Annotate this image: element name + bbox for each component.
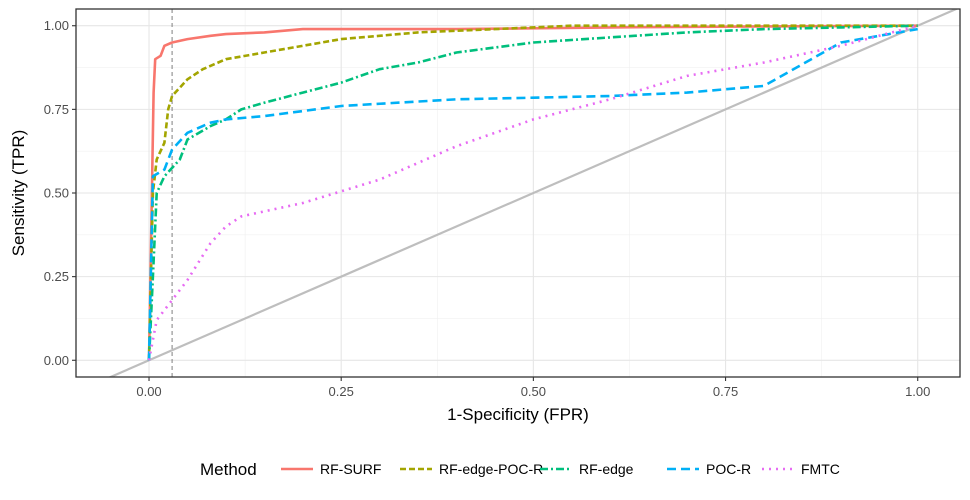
x-tick-label: 0.25	[329, 384, 354, 399]
series-line-fmtc	[147, 24, 919, 361]
axis-ticks: 0.00 0.25 0.50 0.75 1.00 0.00 0.25 0.50 0.75 1.00	[44, 18, 931, 399]
x-tick-label: 1.00	[905, 384, 930, 399]
y-tick-label: 1.00	[44, 18, 69, 33]
x-axis-title: 1-Specificity (FPR)	[447, 405, 589, 424]
y-axis-title: Sensitivity (TPR)	[9, 130, 28, 257]
x-tick-label: 0.75	[713, 384, 738, 399]
legend-label: POC-R	[706, 461, 751, 477]
legend-title: Method	[200, 460, 257, 479]
legend-label: RF-SURF	[320, 461, 381, 477]
legend: Method RF-SURF RF-edge-POC-R RF-edge POC-R F…	[200, 460, 840, 479]
diagonal-reference-line	[107, 9, 959, 377]
reference-lines	[107, 9, 959, 377]
y-tick-label: 0.00	[44, 353, 69, 368]
series-lines	[147, 24, 919, 361]
y-tick-label: 0.25	[44, 269, 69, 284]
legend-label: RF-edge-POC-R	[439, 461, 543, 477]
y-tick-label: 0.75	[44, 102, 69, 117]
legend-label: RF-edge	[579, 461, 634, 477]
series-line-rf-edge	[147, 24, 918, 361]
x-tick-label: 0.00	[136, 384, 161, 399]
y-tick-label: 0.50	[44, 186, 69, 201]
legend-label: FMTC	[801, 461, 840, 477]
grid	[76, 9, 960, 377]
x-tick-label: 0.50	[521, 384, 546, 399]
series-line-rf-edge-poc-r	[147, 24, 918, 361]
